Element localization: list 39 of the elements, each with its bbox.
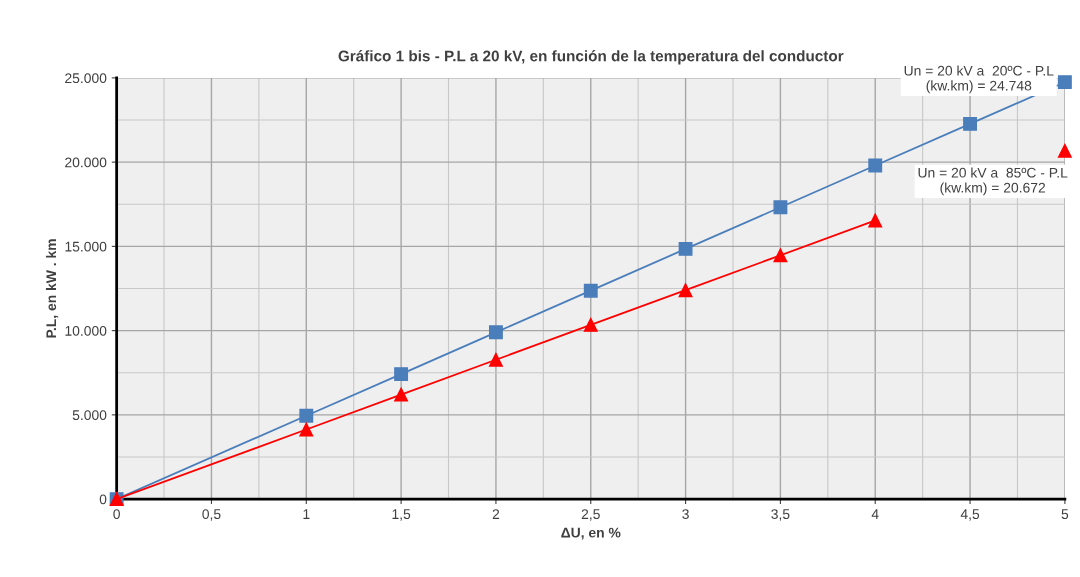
point <box>299 408 314 423</box>
y-axis-title: P.L, en kW . km <box>45 239 59 338</box>
x-tick-label: 2 <box>492 509 500 519</box>
point <box>394 387 409 402</box>
annotation: Un = 20 kV a 20ºC - P.L (kw.km) = 24.748 <box>904 65 1054 94</box>
y-tick-label: 25.000 <box>65 73 107 84</box>
annotation: Un = 20 kV a 85ºC - P.L (kw.km) = 20.672 <box>918 167 1068 196</box>
x-tick-label: 2,5 <box>581 509 600 521</box>
point <box>583 283 598 298</box>
point <box>868 158 883 173</box>
point <box>773 248 788 263</box>
x-axis-title: ΔU, en % <box>561 527 621 540</box>
x-tick-label: 4 <box>871 509 879 519</box>
point <box>1057 143 1072 158</box>
x-tick-label: 1,5 <box>392 509 411 521</box>
y-tick-label: 0 <box>99 494 107 505</box>
point <box>394 367 409 382</box>
y-tick-label: 20.000 <box>65 157 107 168</box>
point <box>1057 75 1072 90</box>
x-tick-label: 3 <box>682 509 689 520</box>
x-tick-label: 4,5 <box>960 509 980 521</box>
x-tick-label: 3,5 <box>771 509 790 521</box>
point <box>299 422 314 437</box>
point <box>583 317 598 332</box>
x-tick-label: 1 <box>303 509 310 519</box>
point <box>678 283 693 298</box>
x-tick-label: 0,5 <box>202 509 221 521</box>
y-tick-label: 15.000 <box>65 241 107 252</box>
x-tick-label: 0 <box>113 509 120 520</box>
chart-title: Gráfico 1 bis - P.L a 20 kV, en función de la temperatura del conductor <box>338 50 844 65</box>
point <box>488 325 503 340</box>
point <box>678 241 693 256</box>
point <box>868 213 883 228</box>
point <box>773 200 788 215</box>
point <box>963 116 978 131</box>
x-tick-label: 5 <box>1061 509 1069 520</box>
y-tick-label: 5.000 <box>72 410 107 421</box>
y-tick-label: 10.000 <box>65 325 107 336</box>
point <box>488 352 503 367</box>
